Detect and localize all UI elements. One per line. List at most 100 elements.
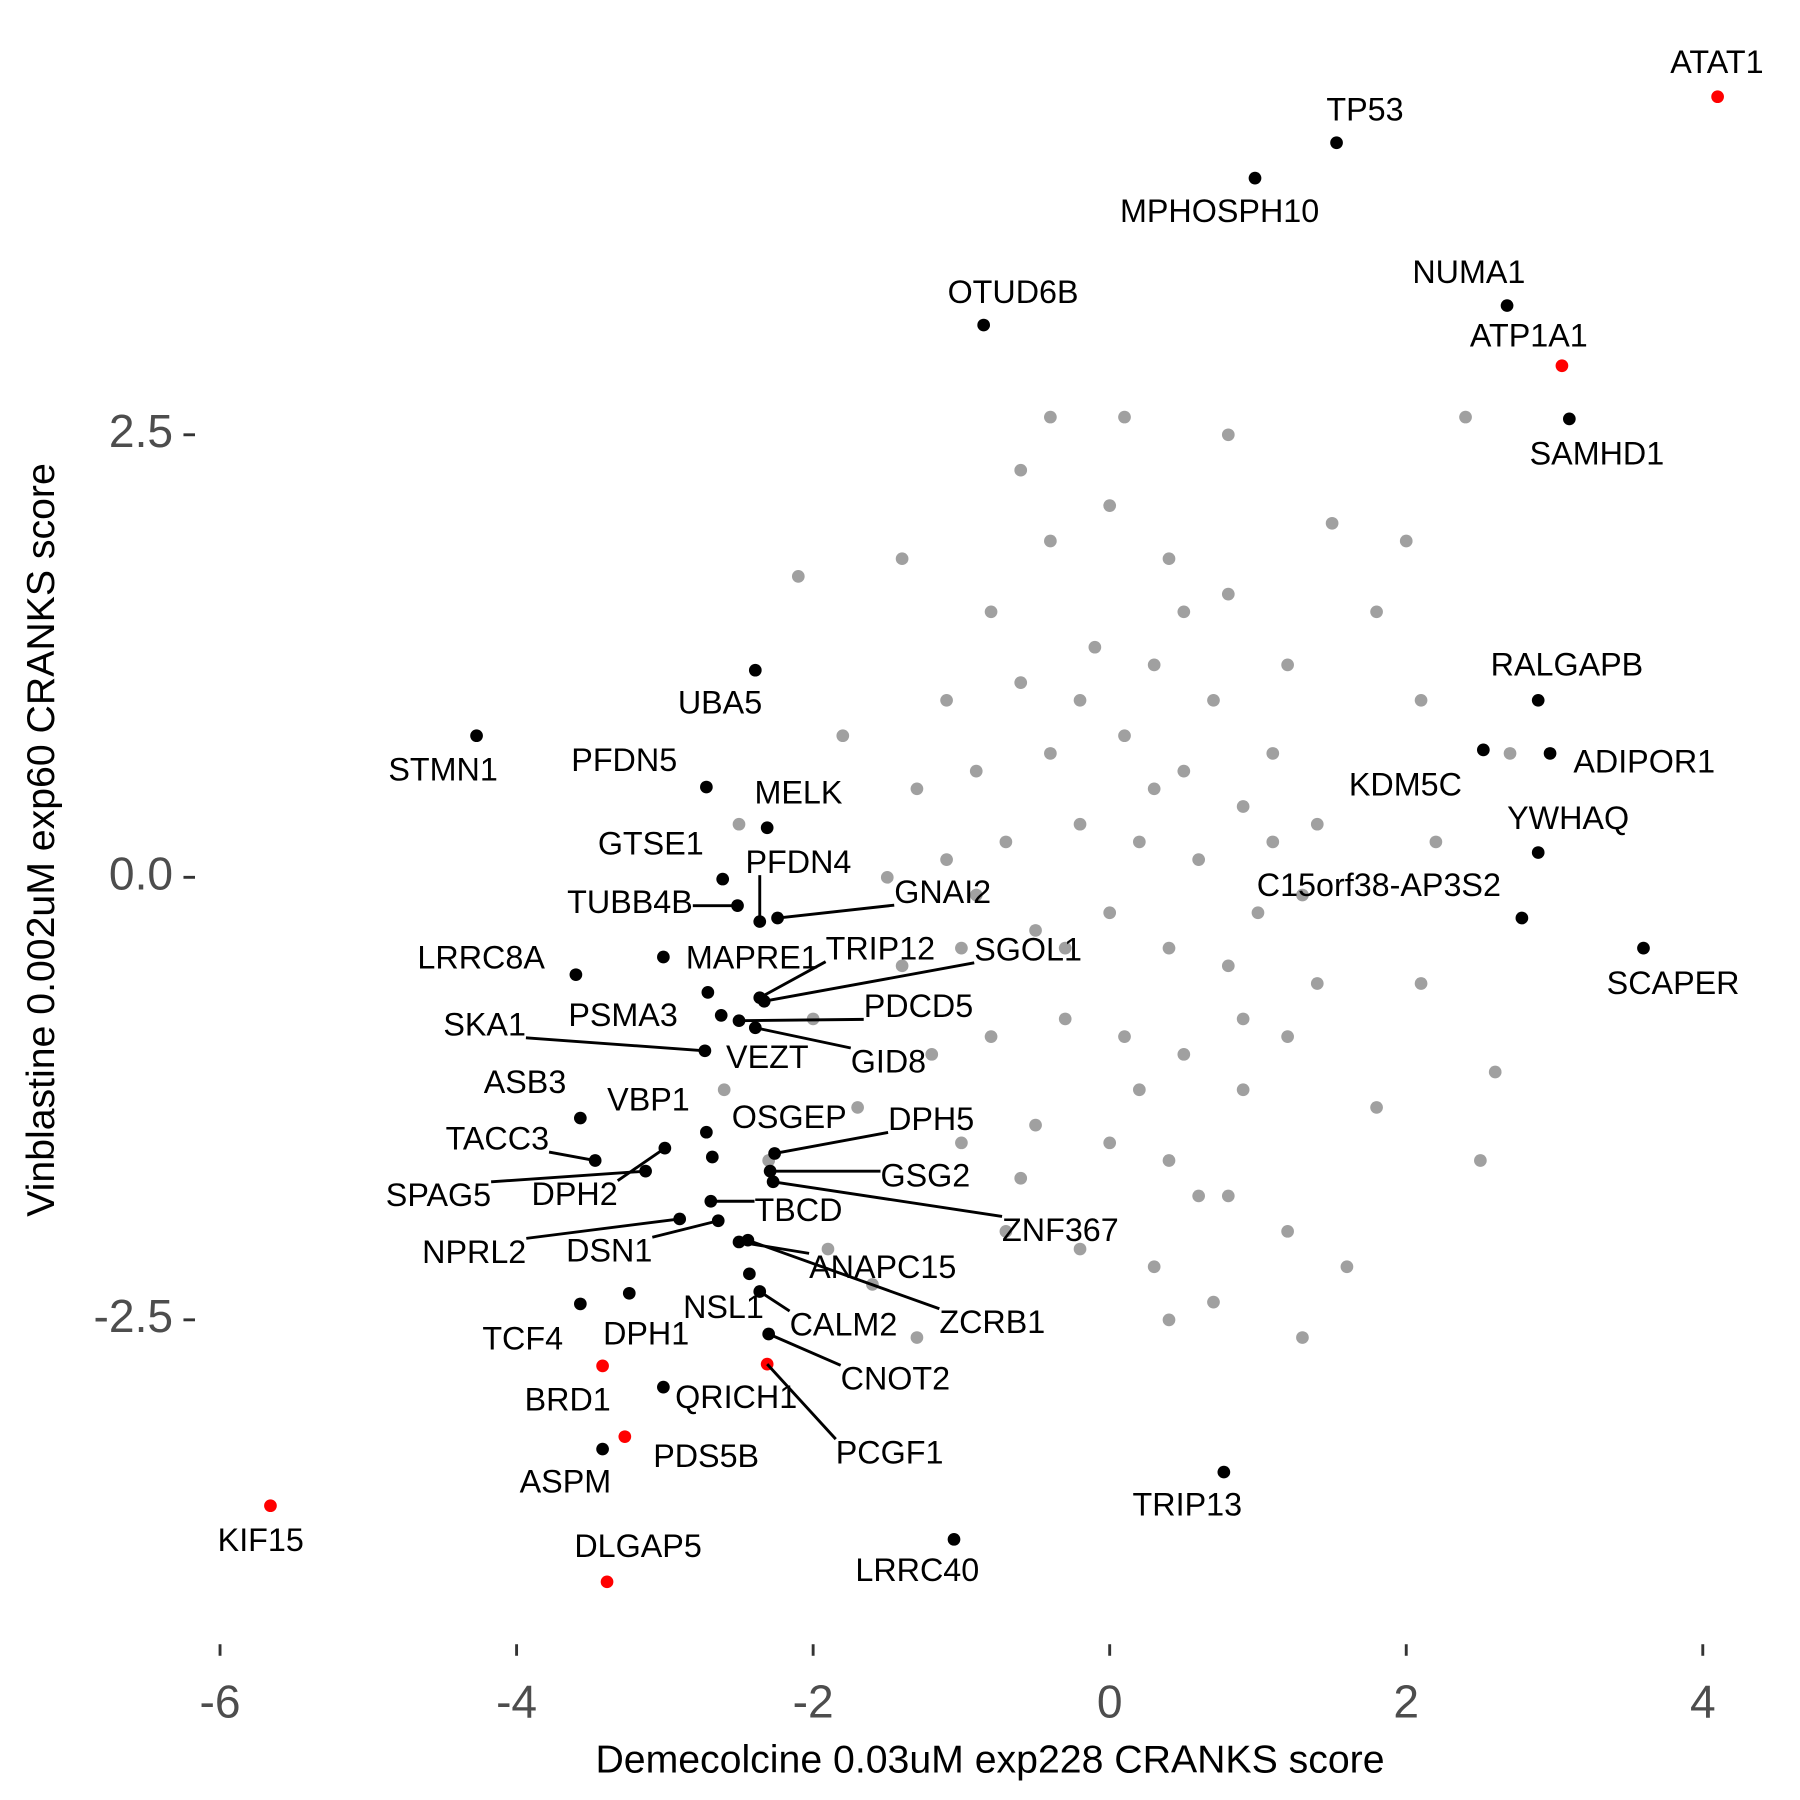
point <box>766 1175 780 1189</box>
point <box>1236 1012 1250 1026</box>
point <box>1147 658 1161 672</box>
point <box>743 1267 756 1281</box>
point <box>880 870 894 884</box>
point <box>1637 941 1650 955</box>
point <box>714 1009 728 1022</box>
point <box>1476 743 1490 757</box>
y-axis-title: Vinblastine 0.002uM exp60 CRANKS score <box>19 463 63 1217</box>
point-label: SGOL1 <box>974 931 1082 967</box>
point-label: RALGAPB <box>1491 646 1644 682</box>
point <box>732 817 746 831</box>
point <box>1399 534 1413 548</box>
point-label: DPH1 <box>603 1316 689 1352</box>
point-label: ZNF367 <box>1002 1212 1119 1248</box>
point <box>1132 835 1146 849</box>
point <box>1058 941 1072 955</box>
point <box>1073 1242 1087 1256</box>
point <box>1014 1171 1028 1185</box>
point <box>569 968 583 982</box>
leader-line <box>774 1131 889 1155</box>
point <box>470 729 483 743</box>
leader-line <box>755 1026 852 1050</box>
point-label: SAMHD1 <box>1530 435 1665 471</box>
point <box>717 1083 731 1097</box>
x-tick-label: -6 <box>200 1676 241 1728</box>
point <box>705 1150 719 1164</box>
point-label: DSN1 <box>566 1233 652 1269</box>
point <box>1266 747 1280 760</box>
leader-line <box>526 1217 680 1240</box>
point-label: TACC3 <box>446 1121 549 1157</box>
point <box>947 1532 961 1546</box>
leader-line <box>772 1180 1003 1218</box>
point <box>716 872 730 886</box>
leader-line <box>747 1238 940 1311</box>
point-label: PFDN4 <box>746 844 852 880</box>
point <box>1555 359 1569 373</box>
point <box>1296 888 1309 902</box>
point-label: DPH2 <box>532 1176 618 1212</box>
point <box>1281 1030 1294 1043</box>
point <box>851 1101 864 1114</box>
point-label: PDCD5 <box>864 988 973 1024</box>
point <box>1414 693 1428 707</box>
point-label: PFDN5 <box>571 742 677 778</box>
point-label: C15orf38-AP3S2 <box>1257 867 1501 903</box>
point <box>955 1136 968 1150</box>
leader-line <box>763 961 975 1003</box>
point <box>1370 1101 1383 1114</box>
point-label: MPHOSPH10 <box>1120 193 1319 229</box>
x-tick-label: 4 <box>1690 1676 1716 1728</box>
point <box>574 1111 587 1125</box>
point <box>1296 1331 1309 1344</box>
point <box>1177 764 1191 778</box>
point <box>1162 941 1176 955</box>
leader-line <box>616 1146 666 1182</box>
point-label: GTSE1 <box>598 825 704 861</box>
point-label: TP53 <box>1326 91 1403 127</box>
point-label: TRIP13 <box>1133 1486 1243 1522</box>
point-label: GID8 <box>851 1043 926 1079</box>
point <box>1340 1260 1354 1274</box>
point <box>1207 1295 1220 1309</box>
point <box>1221 959 1235 973</box>
point-label: BRD1 <box>525 1381 611 1417</box>
point <box>622 1286 636 1300</box>
point-label: TUBB4B <box>567 884 693 920</box>
point-label: SPAG5 <box>386 1177 491 1213</box>
point <box>1330 136 1343 150</box>
point <box>1488 1065 1502 1079</box>
point <box>596 1359 609 1373</box>
point-label: ATAT1 <box>1670 44 1763 80</box>
point <box>1073 693 1087 707</box>
point <box>1217 1465 1231 1479</box>
point-label: TRIP12 <box>826 930 936 966</box>
point <box>910 1331 924 1344</box>
point <box>1088 640 1102 654</box>
point-label: KDM5C <box>1349 766 1462 802</box>
point-label: KIF15 <box>218 1522 304 1558</box>
point <box>1711 90 1724 104</box>
point-label: TBCD <box>755 1192 843 1228</box>
point-label: DPH5 <box>888 1101 974 1137</box>
point-label: VEZT <box>726 1039 809 1075</box>
point <box>984 605 998 619</box>
point <box>701 986 715 999</box>
point <box>748 663 762 677</box>
point <box>1248 171 1262 185</box>
point-label: GSG2 <box>881 1158 971 1194</box>
point-label: OSGEP <box>732 1099 847 1135</box>
point-label: PDS5B <box>653 1438 759 1474</box>
point <box>1118 1030 1131 1043</box>
point <box>1118 729 1131 743</box>
leader-line <box>651 1219 719 1239</box>
point <box>673 1212 687 1226</box>
point <box>700 1125 713 1139</box>
point <box>574 1297 587 1311</box>
point <box>977 318 990 332</box>
point <box>700 780 713 794</box>
point <box>955 941 968 955</box>
point <box>1515 911 1529 925</box>
point <box>999 835 1013 849</box>
